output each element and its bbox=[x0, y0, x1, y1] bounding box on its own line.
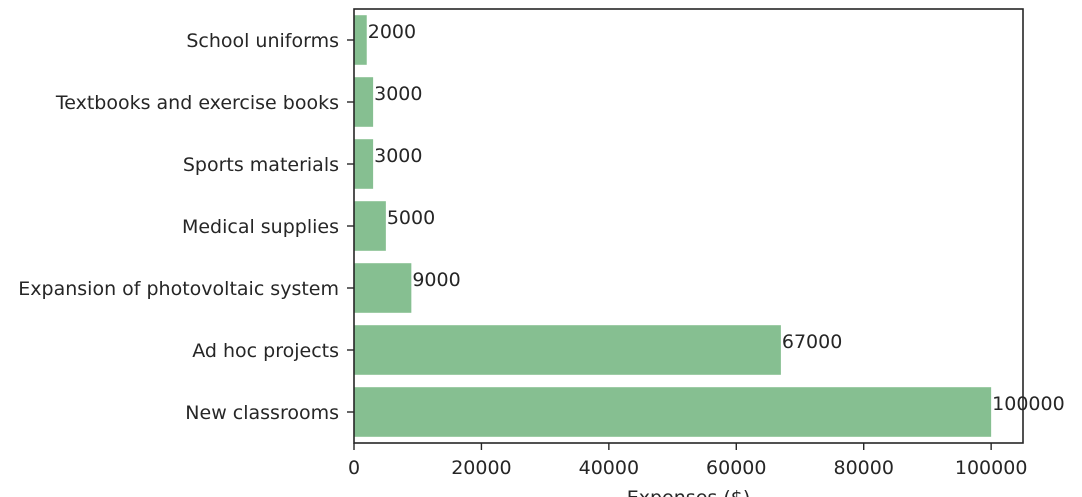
bar bbox=[354, 77, 374, 127]
bar bbox=[354, 263, 412, 313]
y-tick-label: New classrooms bbox=[185, 402, 339, 424]
bar bbox=[354, 325, 781, 375]
x-axis-title: Expenses ($) bbox=[627, 487, 750, 497]
x-tick-label: 60000 bbox=[706, 457, 766, 479]
y-axis-ticks: New classrooms Ad hoc projects Expansion o… bbox=[18, 30, 354, 424]
x-axis-ticks: 0 20000 40000 60000 80000 100000 bbox=[348, 443, 1027, 479]
y-tick-label: Medical supplies bbox=[182, 216, 339, 238]
y-tick-label: Sports materials bbox=[183, 154, 339, 176]
bar bbox=[354, 387, 992, 437]
data-label: 5000 bbox=[387, 207, 435, 229]
data-label: 100000 bbox=[992, 393, 1065, 415]
x-tick-label: 0 bbox=[348, 457, 360, 479]
data-label: 9000 bbox=[412, 269, 460, 291]
x-tick-label: 100000 bbox=[955, 457, 1028, 479]
data-label: 2000 bbox=[368, 21, 416, 43]
bar bbox=[354, 15, 367, 65]
y-tick-label: Textbooks and exercise books bbox=[55, 92, 339, 114]
data-labels-group: 100000 67000 9000 5000 3000 3000 2000 bbox=[368, 21, 1065, 415]
bar bbox=[354, 139, 374, 189]
bars-group bbox=[354, 15, 992, 437]
data-label: 3000 bbox=[374, 83, 422, 105]
y-tick-label: Ad hoc projects bbox=[192, 340, 339, 362]
y-tick-label: School uniforms bbox=[186, 30, 339, 52]
data-label: 3000 bbox=[374, 145, 422, 167]
data-label: 67000 bbox=[782, 331, 842, 353]
x-tick-label: 80000 bbox=[833, 457, 893, 479]
plot-frame bbox=[353, 8, 1024, 444]
y-tick-label: Expansion of photovoltaic system bbox=[18, 278, 339, 300]
x-tick-label: 20000 bbox=[451, 457, 511, 479]
bar bbox=[354, 201, 386, 251]
x-tick-label: 40000 bbox=[579, 457, 639, 479]
